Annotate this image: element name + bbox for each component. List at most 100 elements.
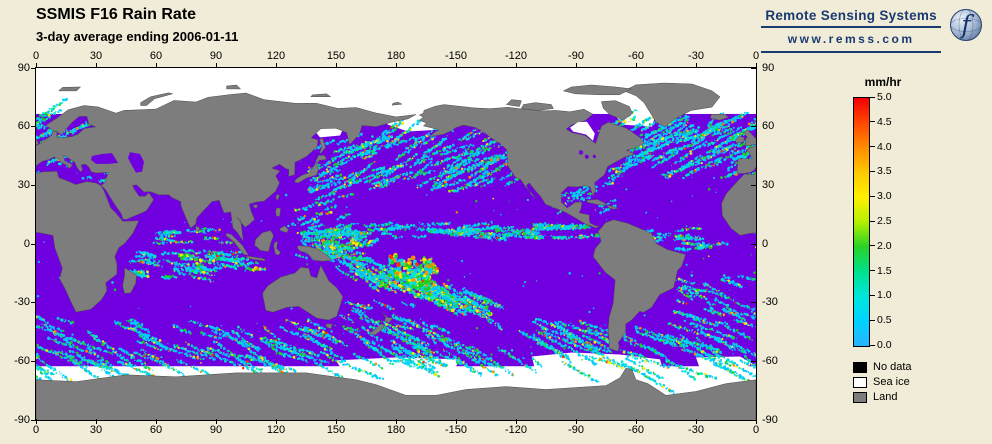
branding-text: Remote Sensing Systems www.remss.com	[761, 5, 941, 56]
map-plot: 0 0 30 30 60 60 90 90 120 120 150 150 180 180 -150 -150…	[14, 50, 778, 436]
axis-tick-mark	[335, 63, 337, 68]
lat-tick-label-left: 30	[17, 178, 30, 191]
page-subtitle: 3-day average ending 2006-01-11	[36, 29, 239, 45]
axis-tick-mark	[95, 419, 97, 424]
axis-tick-mark	[751, 360, 756, 362]
lon-tick-label-top: 180	[386, 50, 406, 62]
colorbar-tick-label: 0.0	[877, 339, 892, 351]
lon-tick-label-bottom: 150	[326, 424, 346, 436]
axis-tick-mark	[275, 419, 277, 424]
colorbar-tick-mark	[870, 96, 875, 98]
lon-tick-label-bottom: -150	[444, 424, 468, 436]
axis-tick-mark	[31, 302, 36, 304]
axis-tick-mark	[31, 243, 36, 245]
lat-tick-label-right: 60	[762, 120, 775, 133]
lon-tick-label-top: -120	[504, 50, 528, 62]
axis-tick-mark	[95, 63, 97, 68]
axis-tick-mark	[635, 419, 637, 424]
axis-tick-mark	[751, 67, 756, 69]
colorbar-tick-mark	[870, 344, 875, 346]
axis-tick-mark	[35, 63, 37, 68]
axis-tick-mark	[751, 302, 756, 304]
axis-tick-mark	[31, 184, 36, 186]
axis-tick-mark	[751, 184, 756, 186]
axis-tick-mark	[635, 63, 637, 68]
colorbar-tick-mark	[870, 195, 875, 197]
remss-globe-logo-icon: f	[948, 5, 984, 50]
axis-tick-mark	[751, 243, 756, 245]
legend-label: No data	[873, 361, 912, 373]
colorbar-tick-label: 2.0	[877, 239, 892, 252]
lat-tick-label-right: -60	[762, 354, 778, 367]
axis-tick-mark	[31, 67, 36, 69]
colorbar-tick-label: 4.5	[877, 115, 892, 128]
colorbar-tick-mark	[870, 245, 875, 247]
axis-tick-mark	[695, 63, 697, 68]
lat-tick-label-right: 30	[762, 178, 775, 191]
lat-tick-label-left: 60	[17, 120, 30, 133]
legend-swatch-no-data	[853, 361, 867, 373]
axis-tick-mark	[515, 419, 517, 424]
lat-tick-label-left: -30	[14, 296, 30, 309]
axis-tick-mark	[275, 63, 277, 68]
colorbar-tick-label: 4.0	[877, 140, 892, 153]
colorbar-tick-mark	[870, 146, 875, 148]
colorbar-tick-mark	[870, 270, 875, 272]
lon-tick-label-top: 0	[752, 50, 760, 62]
colorbar-tick-label: 3.0	[877, 190, 892, 203]
axis-tick-mark	[155, 63, 157, 68]
lon-tick-label-top: 60	[149, 50, 163, 62]
colorbar-tick-label: 3.5	[877, 165, 892, 178]
lon-tick-label-top: 30	[89, 50, 103, 62]
branding-block: Remote Sensing Systems www.remss.com f	[761, 5, 984, 56]
lon-tick-label-bottom: -60	[628, 424, 644, 436]
axis-tick-mark	[695, 419, 697, 424]
axis-tick-mark	[395, 419, 397, 424]
colorbar-tick-mark	[870, 220, 875, 222]
axis-tick-mark	[155, 419, 157, 424]
colorbar-tick-label: 0.5	[877, 314, 892, 327]
axis-tick-mark	[395, 63, 397, 68]
legend-item: Land	[853, 391, 912, 403]
lon-tick-label-bottom: 180	[386, 424, 406, 436]
brand-name: Remote Sensing Systems	[765, 8, 937, 23]
axis-tick-mark	[575, 63, 577, 68]
page-title: SSMIS F16 Rain Rate	[36, 6, 197, 23]
colorbar-tick-label: 1.0	[877, 289, 892, 302]
colorbar: mm/hr 5.0 4.5 4.0 3.5 3.0 2.5 2.0 1.5 1.0 0.5 0.0	[853, 75, 983, 351]
axis-tick-mark	[755, 63, 757, 68]
axis-tick-mark	[335, 419, 337, 424]
lat-tick-label-right: 0	[762, 237, 769, 250]
lat-tick-label-right: 90	[762, 61, 775, 74]
lon-tick-label-bottom: 0	[752, 424, 760, 436]
legend-label: Sea ice	[873, 376, 910, 388]
lon-tick-label-top: -30	[688, 50, 704, 62]
lat-tick-label-left: 0	[23, 237, 30, 250]
lon-tick-label-top: -90	[568, 50, 584, 62]
colorbar-tick-label: 1.5	[877, 264, 892, 277]
lon-tick-label-bottom: 90	[209, 424, 223, 436]
axis-tick-mark	[31, 360, 36, 362]
lon-tick-label-top: 0	[32, 50, 40, 62]
axis-tick-mark	[455, 63, 457, 68]
colorbar-gradient	[853, 97, 870, 347]
lon-tick-label-bottom: 60	[149, 424, 163, 436]
colorbar-tick-mark	[870, 121, 875, 123]
world-map-canvas	[36, 68, 756, 420]
lat-tick-label-right: -30	[762, 296, 778, 309]
legend-label: Land	[873, 391, 898, 403]
axis-tick-mark	[35, 419, 37, 424]
axis-tick-mark	[455, 419, 457, 424]
axis-tick-mark	[215, 63, 217, 68]
colorbar-tick-mark	[870, 319, 875, 321]
lon-tick-label-top: -150	[444, 50, 468, 62]
lon-tick-label-top: 150	[326, 50, 346, 62]
axis-tick-mark	[515, 63, 517, 68]
map-border	[35, 67, 757, 421]
axis-tick-mark	[755, 419, 757, 424]
legend-swatch-land	[853, 391, 867, 403]
lon-tick-label-bottom: 120	[266, 424, 286, 436]
axis-tick-mark	[575, 419, 577, 424]
brand-divider	[761, 26, 941, 28]
